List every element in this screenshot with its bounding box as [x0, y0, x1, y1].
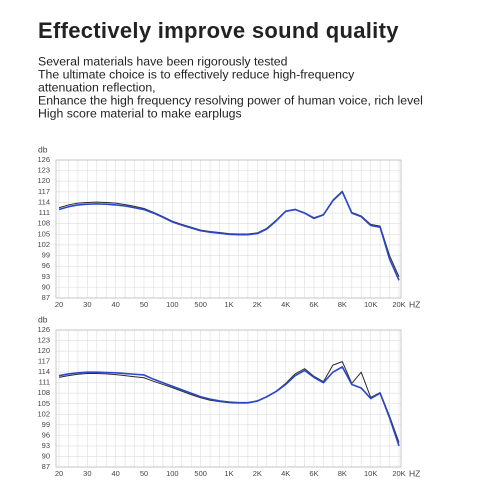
y-tick-label: 93 [42, 272, 50, 281]
x-tick-label: 20K [392, 300, 405, 309]
x-tick-label: 1K [224, 300, 233, 309]
y-axis-label: db [38, 144, 48, 154]
y-tick-label: 108 [37, 219, 50, 228]
y-tick-label: 102 [37, 409, 50, 418]
series-line [58, 366, 400, 447]
y-tick-label: 120 [37, 346, 50, 355]
y-tick-label: 96 [42, 430, 50, 439]
y-tick-label: 105 [37, 229, 50, 238]
x-tick-label: 6K [309, 300, 318, 309]
x-tick-label: 4K [281, 300, 290, 309]
plot-frame [55, 329, 402, 468]
y-tick-label: 114 [38, 197, 50, 206]
x-tick-label: 500 [194, 469, 207, 478]
y-tick-label: 126 [37, 155, 50, 164]
y-tick-label: 117 [38, 187, 50, 196]
x-tick-label: 8K [338, 300, 347, 309]
y-tick-label: 99 [42, 420, 50, 429]
y-tick-label: 108 [37, 388, 50, 397]
x-tick-label: 1K [224, 469, 233, 478]
y-tick-label: 93 [42, 441, 50, 450]
x-tick-label: 6K [309, 469, 318, 478]
series-line [58, 191, 400, 281]
y-tick-label: 117 [38, 357, 50, 366]
x-tick-label: 2K [253, 300, 262, 309]
x-tick-label: 20K [392, 469, 405, 478]
x-tick-label: 4K [281, 469, 290, 478]
x-tick-label: 2K [253, 469, 262, 478]
x-tick-label: 30 [83, 469, 91, 478]
y-tick-label: 96 [42, 261, 50, 270]
x-tick-label: 20 [55, 300, 63, 309]
x-tick-label: 20 [55, 469, 63, 478]
x-tick-label: 100 [166, 300, 179, 309]
text-line: The ultimate choice is to effectively re… [38, 67, 355, 81]
y-tick-label: 111 [39, 208, 50, 217]
x-tick-label: 10K [364, 300, 377, 309]
text-line: Enhance the high frequency resolving pow… [38, 93, 423, 107]
x-tick-label: 10K [364, 469, 377, 478]
y-tick-label: 105 [37, 399, 50, 408]
y-tick-label: 99 [42, 251, 50, 260]
x-tick-label: 30 [83, 300, 91, 309]
y-tick-label: 87 [42, 293, 50, 302]
x-tick-label: 40 [111, 469, 119, 478]
x-axis-unit: HZ [409, 468, 420, 478]
y-tick-label: 90 [42, 451, 50, 460]
y-axis-label: db [38, 314, 48, 324]
plot-frame [55, 159, 402, 299]
text-line: attenuation reflection, [38, 80, 156, 94]
y-tick-label: 111 [39, 378, 50, 387]
y-tick-label: 87 [42, 462, 50, 471]
text-line: High score material to make earplugs [38, 106, 242, 120]
x-tick-label: 50 [140, 469, 148, 478]
x-tick-label: 40 [111, 300, 119, 309]
x-tick-label: 50 [140, 300, 148, 309]
x-axis-unit: HZ [409, 299, 420, 309]
y-tick-label: 102 [37, 240, 50, 249]
x-tick-label: 8K [338, 469, 347, 478]
y-tick-label: 120 [37, 176, 50, 185]
y-tick-label: 126 [37, 325, 50, 334]
y-tick-label: 123 [37, 166, 50, 175]
y-tick-label: 114 [38, 367, 50, 376]
y-tick-label: 90 [42, 282, 50, 291]
x-tick-label: 500 [194, 300, 207, 309]
x-tick-label: 100 [166, 469, 179, 478]
text-line: Several materials have been rigorously t… [38, 54, 288, 68]
title: Effectively improve sound quality [38, 18, 399, 43]
y-tick-label: 123 [37, 336, 50, 345]
